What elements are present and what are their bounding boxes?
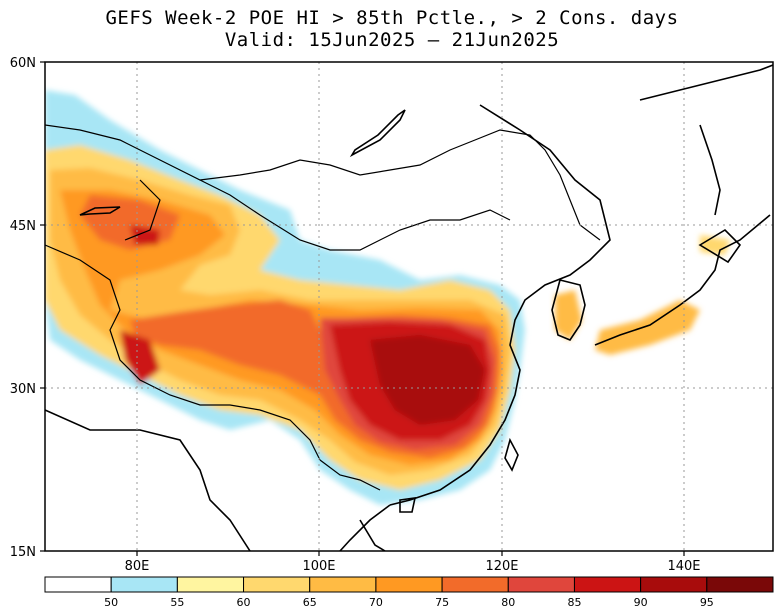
korea-peninsula	[551, 279, 586, 341]
region-95	[370, 335, 485, 425]
colorbar-label: 75	[435, 596, 449, 609]
colorbar-label: 95	[700, 596, 714, 609]
colorbar: 50 55 60 65 70 75 80 85 90 95	[44, 576, 774, 609]
colorbar-label: 70	[369, 596, 383, 609]
japan-coast	[594, 214, 771, 346]
colorbar-label: 55	[170, 596, 184, 609]
colorbar-label: 60	[237, 596, 251, 609]
lat-label-30n: 30N	[10, 382, 36, 397]
taiwan	[504, 437, 519, 472]
map-frame	[44, 61, 774, 552]
colorbar-swatch	[110, 576, 178, 593]
colorbar-label: 65	[303, 596, 317, 609]
colorbar-label: 85	[567, 596, 581, 609]
colorbar-label: 50	[104, 596, 118, 609]
colorbar-swatch	[706, 576, 774, 593]
region-90-tibet	[120, 330, 160, 385]
region-korea	[555, 290, 582, 340]
hokkaido	[698, 228, 742, 264]
colorbar-swatch	[375, 576, 443, 593]
colorbar-swatch	[44, 576, 112, 593]
colorbar-swatch	[441, 576, 509, 593]
coastlines	[45, 64, 773, 551]
lon-label-140e: 140E	[667, 559, 700, 574]
lon-label-120e: 120E	[485, 559, 518, 574]
region-japan	[595, 300, 700, 355]
colorbar-swatch	[243, 576, 311, 593]
lake-baikal	[349, 109, 406, 158]
colorbar-label: 80	[501, 596, 515, 609]
colorbar-swatch	[309, 576, 377, 593]
gridlines	[45, 62, 773, 551]
colorbar-label: 90	[634, 596, 648, 609]
lat-label-15n: 15N	[10, 545, 36, 560]
colorbar-swatch	[507, 576, 575, 593]
colorbar-swatch	[573, 576, 642, 593]
map-subtitle: Valid: 15Jun2025 – 21Jun2025	[224, 29, 560, 51]
china-coast	[389, 104, 611, 506]
tick-marks	[40, 61, 685, 556]
lon-label-80e: 80E	[125, 559, 150, 574]
probability-field	[45, 90, 730, 505]
lat-label-45n: 45N	[10, 219, 36, 234]
borders	[45, 124, 601, 491]
colorbar-swatch	[176, 576, 245, 593]
lon-label-100e: 100E	[302, 559, 335, 574]
map-title: GEFS Week-2 POE HI > 85th Pctle., > 2 Co…	[105, 7, 679, 29]
hainan	[399, 497, 417, 513]
lake-balkhash	[79, 206, 121, 216]
lat-label-60n: 60N	[10, 56, 36, 71]
colorbar-swatch	[640, 576, 708, 593]
